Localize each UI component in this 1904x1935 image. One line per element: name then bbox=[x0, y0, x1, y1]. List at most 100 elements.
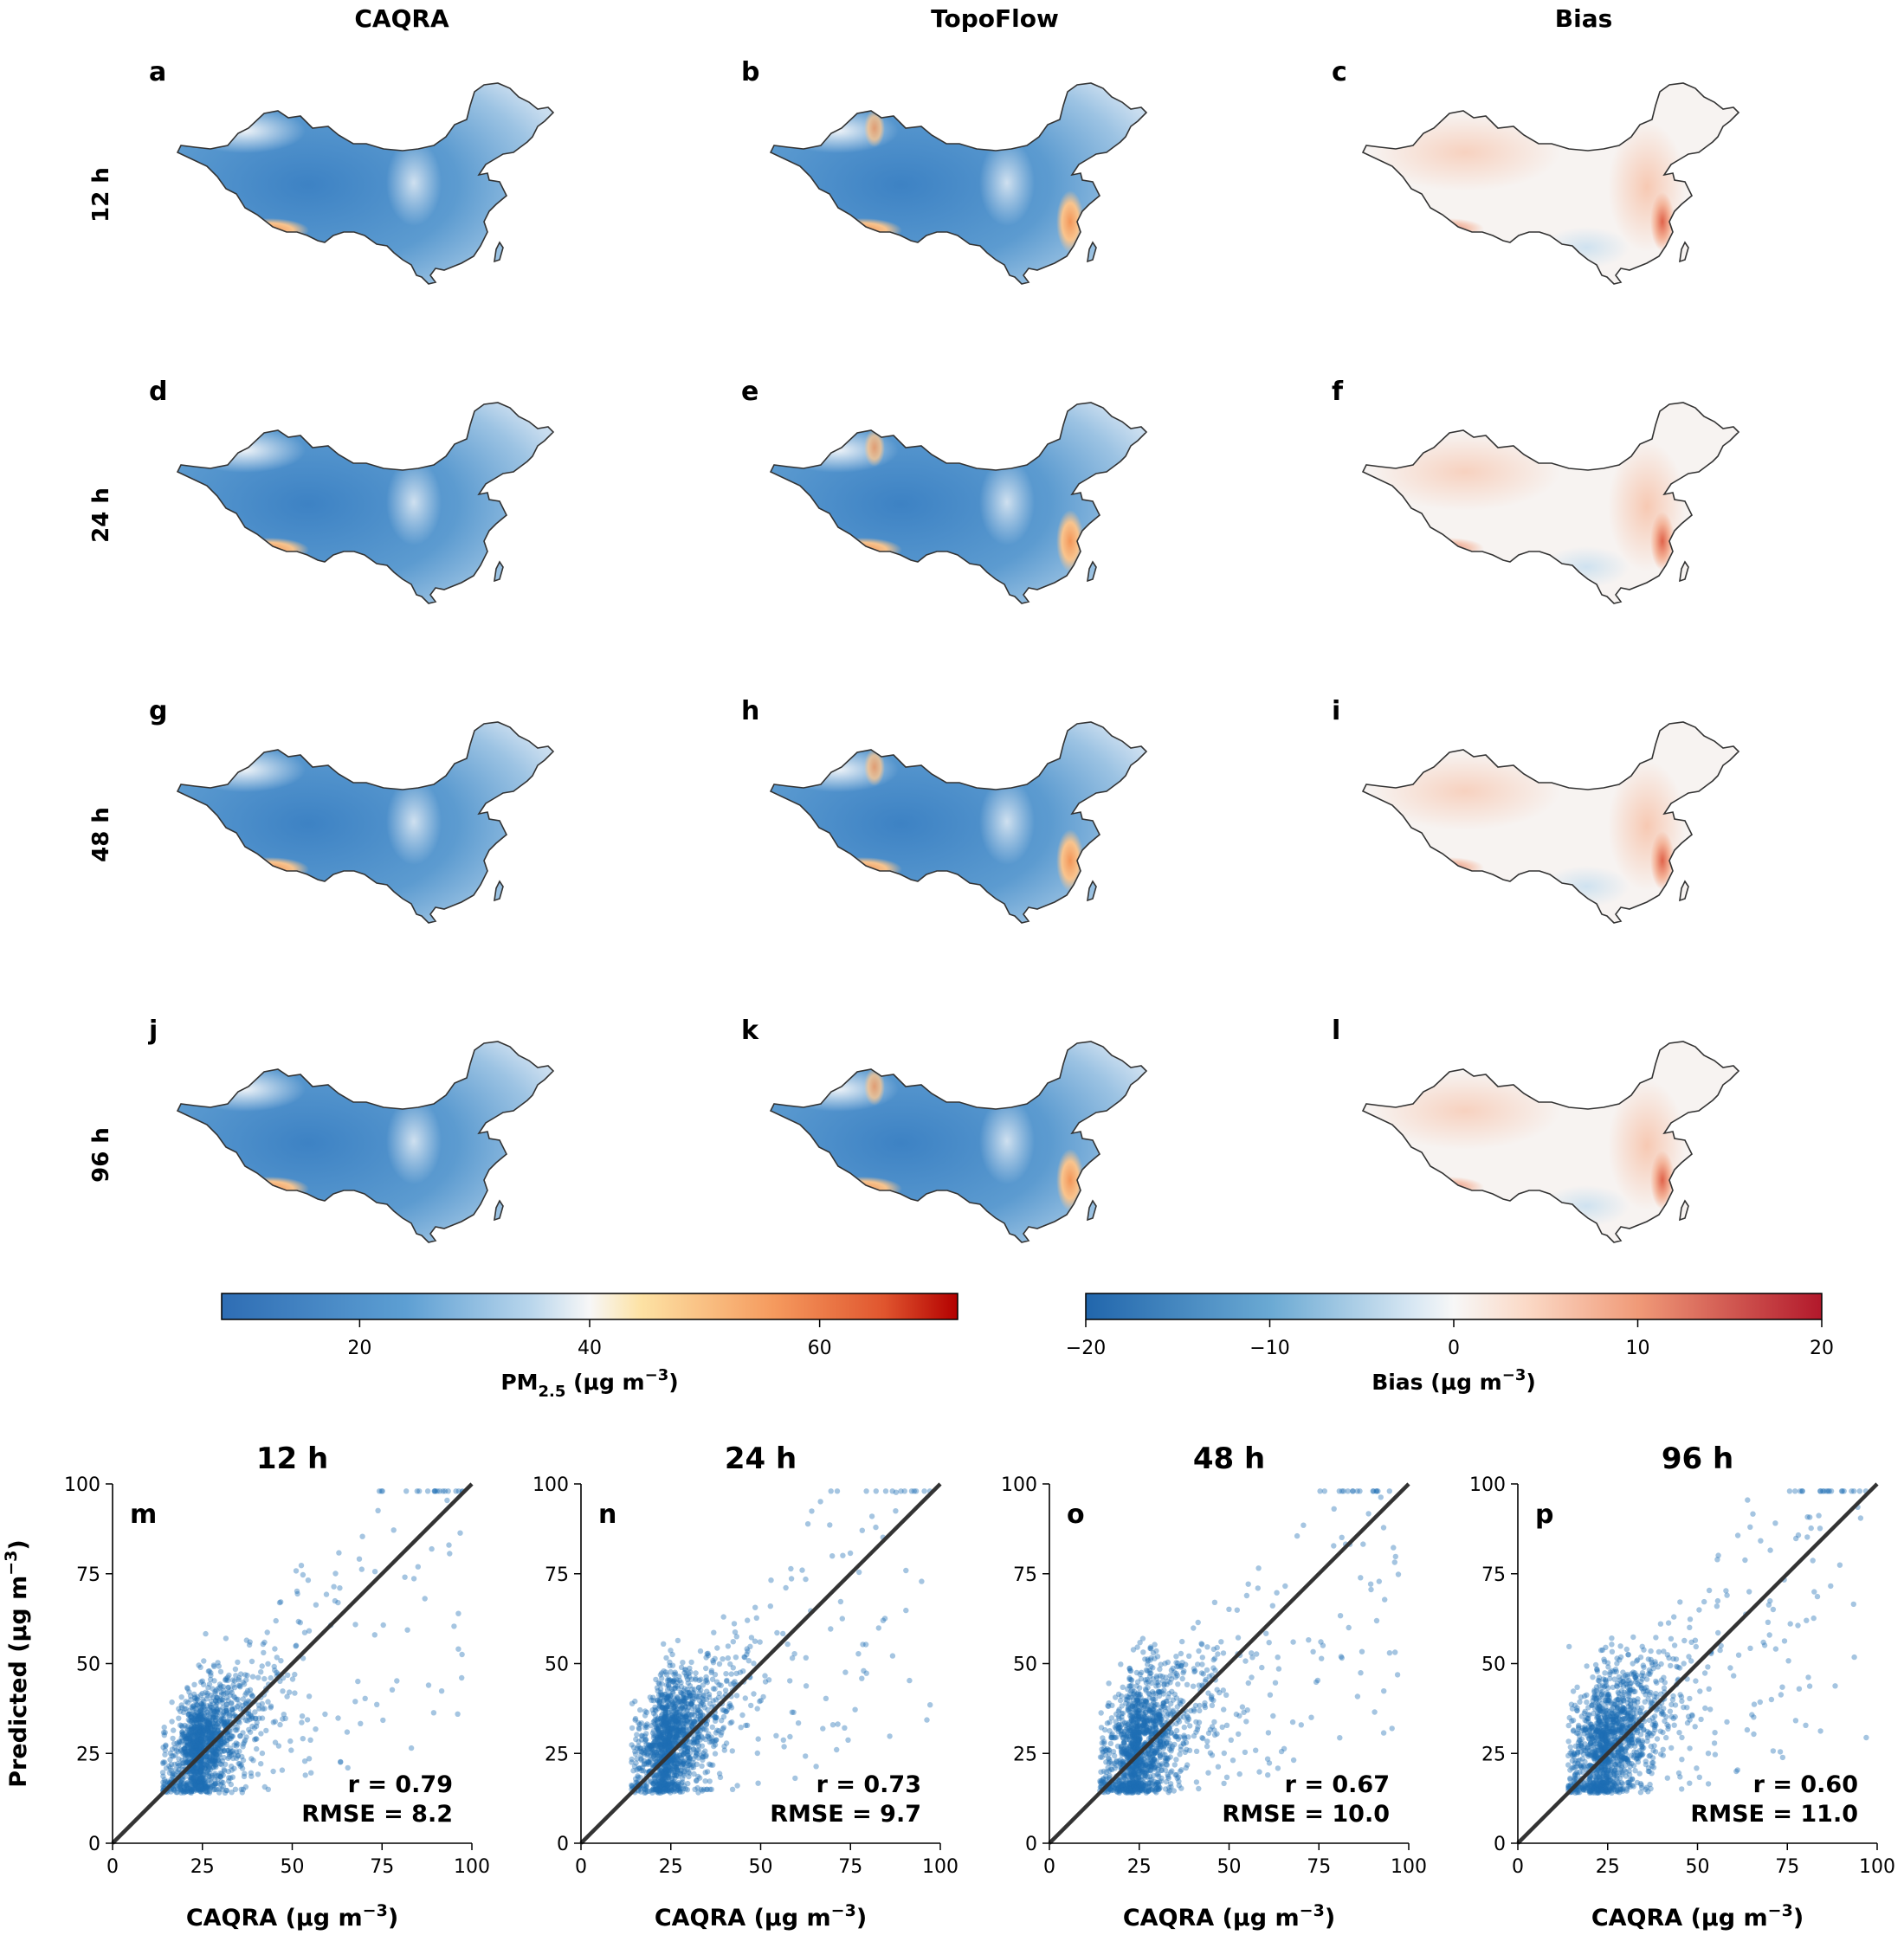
scatter-point bbox=[787, 1678, 793, 1684]
scatter-point bbox=[197, 1744, 204, 1751]
scatter-point bbox=[192, 1712, 198, 1719]
scatter-point bbox=[169, 1699, 175, 1706]
scatter-point bbox=[629, 1756, 635, 1763]
scatter-point bbox=[636, 1738, 642, 1745]
scatter-point bbox=[189, 1766, 196, 1772]
scatter-point bbox=[212, 1786, 218, 1792]
scatter-point bbox=[193, 1717, 199, 1724]
scatter-point bbox=[174, 1785, 181, 1791]
scatter-point bbox=[1375, 1488, 1381, 1494]
colorbar-tick-label: 0 bbox=[1448, 1338, 1460, 1359]
scatter-point bbox=[205, 1763, 211, 1769]
scatter-point bbox=[221, 1722, 227, 1728]
scatter-point bbox=[248, 1714, 255, 1720]
scatter-point bbox=[1269, 1603, 1276, 1609]
scatter-point bbox=[183, 1736, 190, 1742]
scatter-point bbox=[193, 1764, 200, 1771]
scatter-point bbox=[190, 1775, 197, 1781]
scatter-point bbox=[1391, 1545, 1397, 1551]
scatter-point bbox=[201, 1711, 208, 1718]
scatter-point bbox=[1133, 1693, 1139, 1700]
scatter-point bbox=[216, 1698, 223, 1704]
scatter-point bbox=[197, 1742, 203, 1748]
map-hotspot bbox=[823, 857, 902, 881]
scatter-point bbox=[219, 1697, 226, 1703]
scatter-point bbox=[203, 1771, 210, 1777]
scatter-point bbox=[345, 1764, 351, 1771]
scatter-point bbox=[1243, 1592, 1250, 1599]
scatter-point bbox=[652, 1704, 658, 1711]
scatter-point bbox=[1290, 1639, 1296, 1645]
scatter-point bbox=[249, 1693, 255, 1700]
scatter-point bbox=[1221, 1780, 1227, 1787]
y-axis-label: Predicted (μg m−3) bbox=[2, 1539, 32, 1788]
scatter-point bbox=[229, 1700, 235, 1706]
scatter-point bbox=[1157, 1666, 1163, 1673]
scatter-point bbox=[842, 1669, 849, 1675]
map-base bbox=[771, 1042, 1146, 1242]
map-hotspot bbox=[864, 109, 885, 147]
scatter-point bbox=[189, 1741, 195, 1747]
scatter-point bbox=[893, 1489, 900, 1495]
scatter-point bbox=[183, 1749, 189, 1755]
scatter-point bbox=[217, 1748, 224, 1754]
scatter-point bbox=[200, 1785, 206, 1792]
y-tick-label: 100 bbox=[64, 1474, 100, 1496]
scatter-point bbox=[175, 1769, 181, 1775]
scatter-point bbox=[331, 1583, 337, 1590]
scatter-point bbox=[197, 1719, 203, 1726]
scatter-point bbox=[635, 1773, 641, 1779]
scatter-point bbox=[457, 1530, 463, 1536]
scatter-point bbox=[170, 1771, 176, 1777]
scatter-point bbox=[203, 1784, 210, 1790]
scatter-point bbox=[1249, 1654, 1255, 1661]
scatter-point bbox=[199, 1777, 205, 1783]
scatter-point bbox=[205, 1685, 211, 1691]
scatter-point bbox=[828, 1488, 834, 1494]
scatter-point bbox=[1115, 1784, 1121, 1790]
rmse-label: RMSE = 9.7 bbox=[770, 1801, 921, 1828]
scatter-point bbox=[712, 1718, 719, 1725]
scatter-point bbox=[223, 1719, 230, 1725]
scatter-point bbox=[198, 1700, 204, 1707]
scatter-point bbox=[160, 1783, 166, 1790]
scatter-point bbox=[217, 1743, 223, 1750]
scatter-point bbox=[638, 1745, 644, 1751]
scatter-point bbox=[762, 1679, 769, 1685]
scatter-point bbox=[203, 1725, 210, 1732]
scatter-point bbox=[197, 1736, 203, 1743]
scatter-point bbox=[261, 1783, 268, 1790]
scatter-point bbox=[261, 1649, 267, 1656]
scatter-point bbox=[229, 1752, 235, 1758]
scatter-point bbox=[230, 1693, 237, 1700]
scatter-point bbox=[661, 1719, 667, 1725]
scatter-point bbox=[197, 1747, 203, 1753]
scatter-point bbox=[198, 1786, 204, 1792]
scatter-point bbox=[729, 1748, 735, 1754]
scatter-point bbox=[223, 1675, 229, 1682]
scatter-point bbox=[200, 1733, 206, 1740]
scatter-point bbox=[689, 1699, 695, 1705]
scatter-point bbox=[358, 1566, 365, 1572]
colorbar-tick-label: 20 bbox=[347, 1338, 371, 1359]
scatter-point bbox=[1167, 1754, 1173, 1760]
scatter-point bbox=[1150, 1696, 1157, 1703]
scatter-point bbox=[203, 1735, 209, 1741]
scatter-point bbox=[752, 1604, 758, 1610]
scatter-point bbox=[200, 1738, 207, 1745]
scatter-point bbox=[803, 1576, 809, 1583]
scatter-point bbox=[228, 1763, 235, 1770]
scatter-point bbox=[823, 1695, 829, 1702]
scatter-point bbox=[197, 1759, 203, 1766]
scatter-point bbox=[213, 1761, 219, 1768]
scatter-point bbox=[202, 1731, 208, 1738]
map-base bbox=[177, 1042, 553, 1242]
scatter-point bbox=[193, 1745, 199, 1751]
scatter-point bbox=[160, 1779, 166, 1785]
scatter-point bbox=[190, 1752, 196, 1759]
scatter-point bbox=[190, 1788, 197, 1794]
scatter-point bbox=[227, 1728, 233, 1735]
scatter-point bbox=[189, 1726, 195, 1732]
map-bias-zone bbox=[1608, 442, 1686, 571]
scatter-point bbox=[216, 1685, 223, 1691]
